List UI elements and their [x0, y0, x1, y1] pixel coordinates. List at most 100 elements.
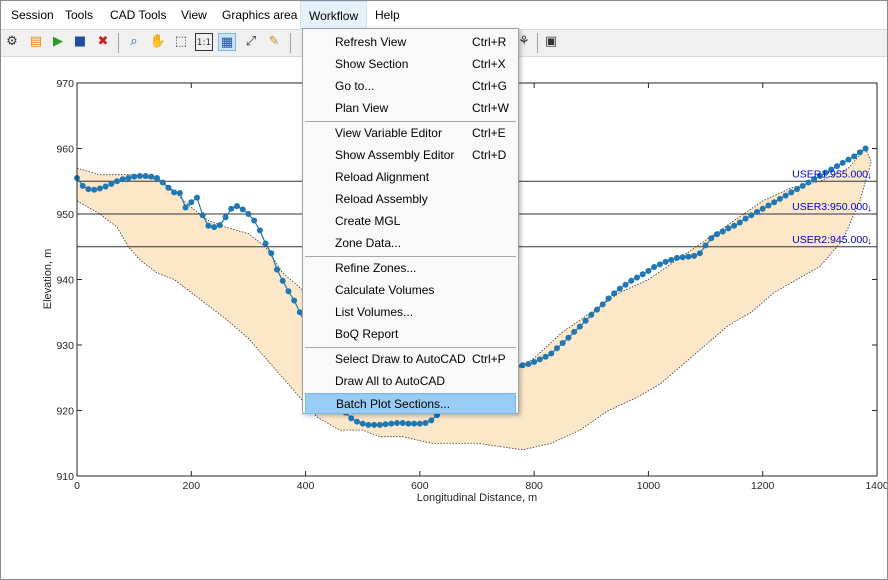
profile-point	[708, 235, 715, 242]
menu-item-show-assembly-editor[interactable]: Show Assembly Editor Ctrl+D	[305, 145, 516, 166]
profile-point	[199, 212, 206, 219]
fit-extents-icon[interactable]: ⤢	[245, 34, 257, 49]
run-icon[interactable]: ▶	[53, 34, 63, 49]
menu-item-label: View Variable Editor	[335, 126, 442, 140]
profile-point	[405, 420, 412, 427]
profile-point	[291, 297, 298, 304]
menu-tools[interactable]: Tools	[65, 8, 94, 22]
menu-item-label: List Volumes...	[335, 305, 414, 319]
menu-item-boq-report[interactable]: BoQ Report	[305, 324, 516, 345]
profile-point	[599, 301, 606, 308]
menu-item-zone-data[interactable]: Zone Data...	[305, 233, 516, 254]
menu-item-batch-plot-sections[interactable]: Batch Plot Sections...	[305, 393, 516, 414]
menu-help[interactable]: Help	[375, 8, 400, 22]
profile-point	[542, 353, 549, 360]
menu-graphics-area[interactable]: Graphics area	[222, 8, 298, 22]
profile-point	[554, 345, 560, 352]
profile-point	[176, 190, 183, 197]
profile-point	[794, 186, 800, 193]
settings-icon[interactable]: ⚙	[6, 34, 18, 49]
profile-point	[222, 214, 229, 221]
menu-item-shortcut: Ctrl+X	[472, 57, 506, 71]
pan-hand-icon[interactable]: ✋	[149, 34, 167, 49]
menu-session[interactable]: Session	[11, 8, 54, 22]
menu-item-label: Refine Zones...	[335, 261, 417, 275]
menu-item-label: Select Draw to AutoCAD	[335, 352, 466, 366]
menu-item-create-mgl[interactable]: Create MGL	[305, 211, 516, 232]
reference-label: USER1:955.000	[792, 168, 868, 180]
grid-icon[interactable]: ▦	[218, 33, 236, 51]
profile-point	[296, 309, 303, 316]
zoom-icon[interactable]: ⌕	[130, 34, 138, 49]
profile-point	[205, 222, 212, 229]
menu-item-select-draw-to-autocad[interactable]: Select Draw to AutoCAD Ctrl+P	[305, 349, 516, 370]
profile-point	[685, 253, 692, 260]
menu-item-shortcut: Ctrl+R	[472, 35, 507, 49]
x-tick-label: 1200	[751, 480, 775, 492]
x-tick-label: 400	[297, 480, 315, 492]
menu-item-shortcut: Ctrl+W	[472, 101, 509, 115]
profile-point	[828, 166, 835, 173]
select-cursor-icon[interactable]: ⬚	[174, 34, 188, 49]
x-tick-label: 1000	[637, 480, 661, 492]
profile-point	[811, 176, 818, 183]
menu-item-reload-assembly[interactable]: Reload Assembly	[305, 189, 516, 210]
profile-point	[674, 254, 680, 261]
profile-point	[388, 420, 395, 427]
y-axis-label: Elevation, m	[42, 249, 54, 310]
profile-point	[102, 183, 109, 190]
menu-item-view-variable-editor[interactable]: View Variable Editor Ctrl+E	[305, 123, 516, 144]
y-tick-label: 920	[56, 406, 74, 418]
menu-item-shortcut: Ctrl+D	[472, 148, 507, 162]
profile-point	[359, 420, 366, 427]
menu-item-reload-alignment[interactable]: Reload Alignment	[305, 167, 516, 188]
profile-point	[736, 219, 743, 226]
menu-item-plan-view[interactable]: Plan View Ctrl+W	[305, 98, 516, 119]
menu-item-draw-all-to-autocad[interactable]: Draw All to AutoCAD	[305, 371, 516, 392]
profile-point	[399, 419, 406, 426]
profile-point	[639, 271, 646, 278]
profile-point	[536, 356, 543, 363]
profile-point	[382, 421, 389, 428]
panel-icon[interactable]: ▣	[544, 34, 558, 49]
profile-point	[576, 323, 583, 330]
profile-point	[548, 350, 555, 357]
x-axis-label: Longitudinal Distance, m	[417, 492, 537, 504]
profile-point	[228, 205, 235, 212]
menu-item-refine-zones[interactable]: Refine Zones...	[305, 258, 516, 279]
menu-item-show-section[interactable]: Show Section Ctrl+X	[305, 54, 516, 75]
save-icon[interactable]: ■	[73, 34, 87, 49]
menu-cad-tools[interactable]: CAD Tools	[110, 8, 167, 22]
toolbar-separator	[290, 33, 291, 53]
menu-workflow[interactable]: Workflow	[300, 1, 368, 29]
edit-icon[interactable]: ✎	[268, 34, 280, 49]
menu-item-list-volumes[interactable]: List Volumes...	[305, 302, 516, 323]
toolbar-separator	[118, 33, 119, 53]
close-red-icon[interactable]: ✖	[97, 34, 109, 49]
menu-view[interactable]: View	[181, 8, 207, 22]
profile-point	[256, 227, 263, 234]
y-tick-label: 910	[56, 471, 74, 483]
open-file-icon[interactable]: ▤	[29, 34, 43, 49]
menu-item-label: Batch Plot Sections...	[336, 397, 451, 411]
profile-point	[194, 194, 200, 201]
scale-1-1-icon[interactable]: 1:1	[195, 33, 213, 51]
profile-point	[799, 182, 806, 189]
tree-icon[interactable]: ⚘	[518, 34, 530, 49]
profile-point	[742, 215, 749, 222]
profile-point	[605, 295, 612, 302]
profile-point	[234, 203, 240, 210]
menu-item-calculate-volumes[interactable]: Calculate Volumes	[305, 280, 516, 301]
profile-point	[845, 156, 852, 163]
profile-point	[759, 205, 766, 212]
menu-item-go-to[interactable]: Go to... Ctrl+G	[305, 76, 516, 97]
profile-point	[702, 242, 709, 249]
menu-item-label: Create MGL	[335, 214, 401, 228]
profile-point	[411, 420, 418, 427]
profile-point	[251, 217, 258, 224]
reference-arrow-icon: ↓	[867, 203, 872, 214]
profile-point	[805, 179, 812, 186]
profile-point	[816, 173, 823, 180]
menu-item-refresh-view[interactable]: Refresh View Ctrl+R	[305, 32, 516, 53]
